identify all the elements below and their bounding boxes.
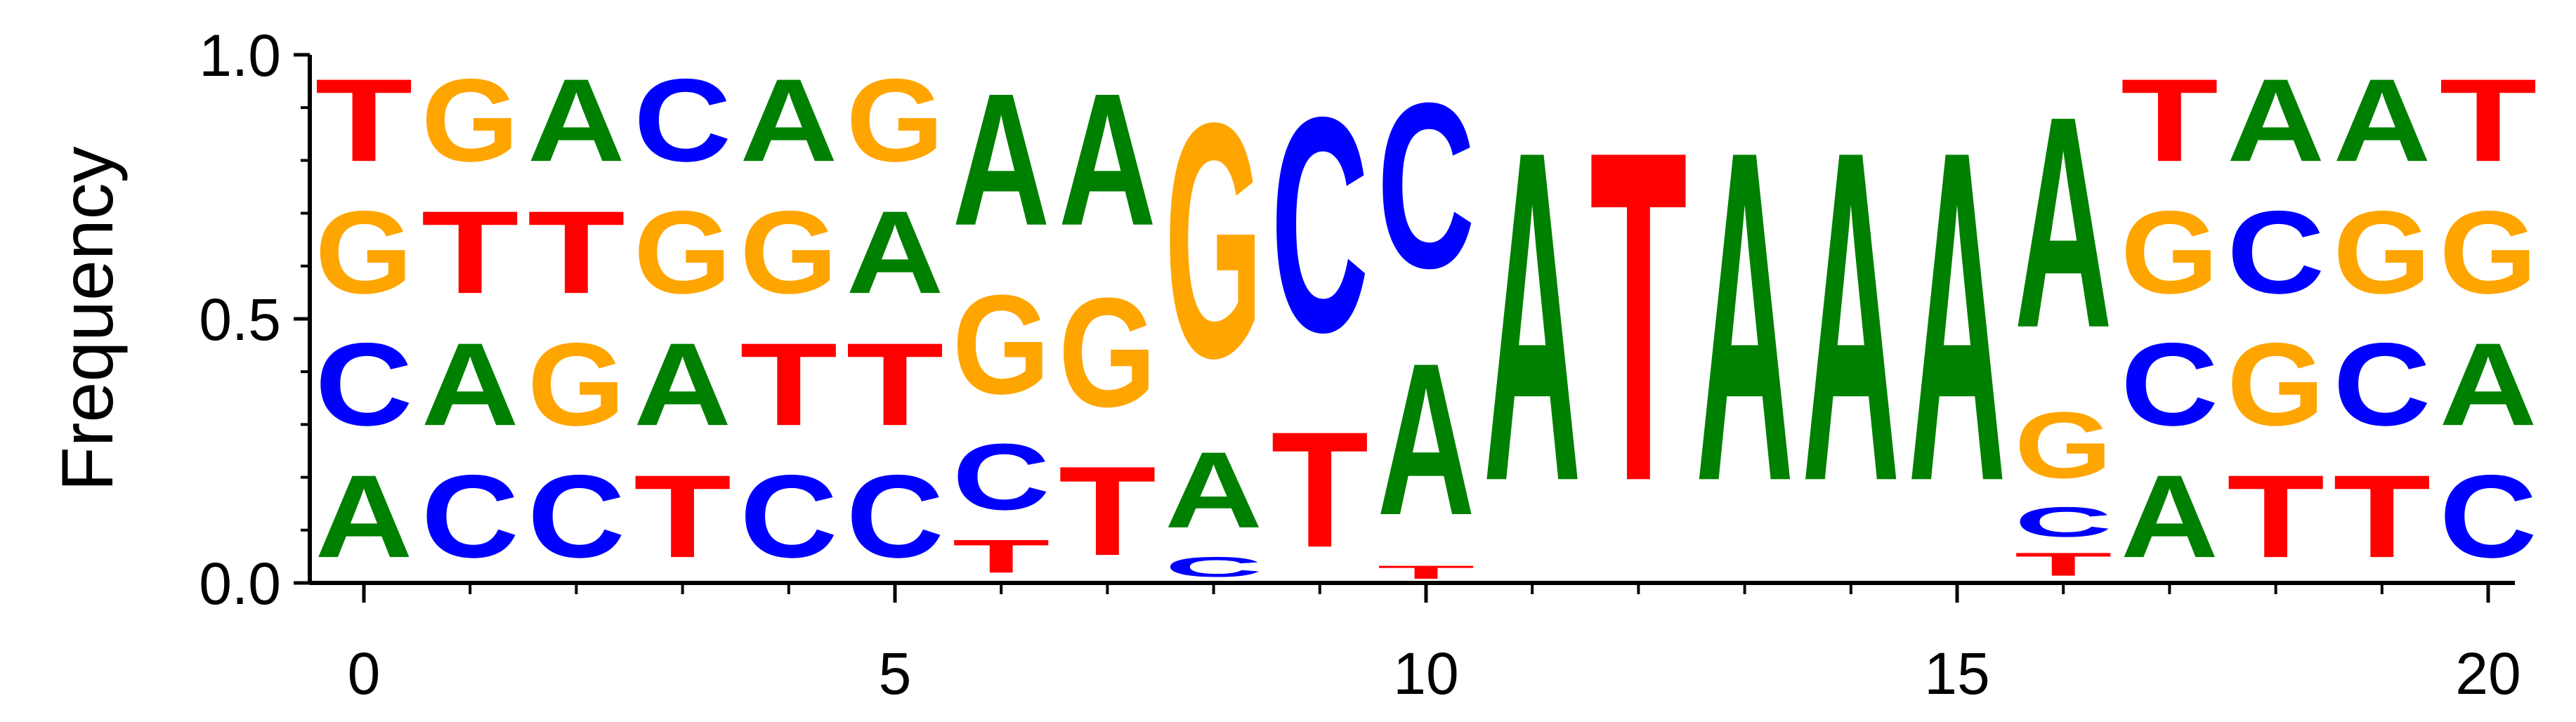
x-tick-label: 10 xyxy=(1393,641,1458,707)
letter-t-pos-4: T xyxy=(740,319,837,450)
letter-g-pos-2: G xyxy=(528,318,625,450)
letter-t-pos-5: T xyxy=(846,319,943,450)
letter-t-pos-2: T xyxy=(528,187,625,318)
letter-g-pos-17: G xyxy=(2121,186,2218,318)
y-tick-label: 0.5 xyxy=(199,287,281,353)
letter-g-pos-19: G xyxy=(2333,186,2431,318)
letter-a-pos-13: A xyxy=(1696,53,1793,579)
letter-t-pos-12: T xyxy=(1590,53,1687,580)
letter-a-pos-1: A xyxy=(421,319,519,451)
letter-t-pos-9: T xyxy=(1271,398,1368,582)
letter-t-pos-19: T xyxy=(2333,451,2431,582)
letter-g-pos-8: G xyxy=(1165,54,1262,428)
letter-c-pos-18: C xyxy=(2227,187,2325,319)
letter-a-pos-6: A xyxy=(953,53,1050,265)
letter-g-pos-20: G xyxy=(2439,186,2537,318)
letter-g-pos-6: G xyxy=(953,266,1050,424)
letter-a-pos-0: A xyxy=(315,451,412,583)
letter-a-pos-8: A xyxy=(1165,429,1262,551)
x-tick-label: 20 xyxy=(2455,641,2521,707)
letter-a-pos-7: A xyxy=(1059,53,1156,265)
letter-c-pos-3: C xyxy=(634,55,731,187)
letter-t-pos-3: T xyxy=(634,451,731,582)
letter-t-pos-10: T xyxy=(1377,562,1475,583)
letter-g-pos-3: G xyxy=(634,186,731,318)
letter-a-pos-14: A xyxy=(1802,53,1900,579)
y-tick-label: 1.0 xyxy=(199,22,281,88)
letter-a-pos-3: A xyxy=(634,319,731,451)
letter-g-pos-5: G xyxy=(846,54,943,186)
letter-c-pos-5: C xyxy=(846,451,943,583)
x-tick-label: 5 xyxy=(879,641,912,707)
letter-g-pos-1: G xyxy=(421,54,519,186)
letter-t-pos-7: T xyxy=(1059,440,1156,582)
letter-g-pos-0: G xyxy=(315,186,412,318)
letter-a-pos-11: A xyxy=(1484,53,1581,579)
y-ticks: 0.0 0.5 1.0 xyxy=(199,22,310,617)
letter-c-pos-8: C xyxy=(1165,551,1262,583)
letter-c-pos-6: C xyxy=(953,425,1050,530)
letter-g-pos-18: G xyxy=(2227,318,2325,450)
letter-a-pos-2: A xyxy=(528,55,625,187)
x-ticks: 0 5 10 15 20 xyxy=(348,583,2521,707)
letter-a-pos-18: A xyxy=(2227,55,2325,187)
letter-a-pos-19: A xyxy=(2333,55,2431,187)
x-tick-label: 0 xyxy=(348,641,381,707)
letter-a-pos-5: A xyxy=(846,187,943,319)
letter-c-pos-4: C xyxy=(740,451,837,583)
letter-a-pos-10: A xyxy=(1377,317,1475,560)
letter-c-pos-0: C xyxy=(315,319,412,451)
letter-a-pos-17: A xyxy=(2121,451,2218,583)
letter-g-pos-16: G xyxy=(2015,393,2112,498)
letter-g-pos-4: G xyxy=(740,186,837,318)
letter-c-pos-16: C xyxy=(2015,499,2112,546)
letter-c-pos-1: C xyxy=(421,451,519,583)
letter-c-pos-10: C xyxy=(1377,53,1475,317)
letter-c-pos-20: C xyxy=(2439,451,2537,583)
letter-a-pos-15: A xyxy=(1908,53,2006,579)
letter-c-pos-2: C xyxy=(528,451,625,583)
x-tick-label: 15 xyxy=(1924,641,1989,707)
letter-t-pos-16: T xyxy=(2015,546,2112,583)
letter-c-pos-19: C xyxy=(2333,319,2431,451)
y-axis-label: Frequency xyxy=(47,146,129,491)
letter-c-pos-9: C xyxy=(1271,54,1368,395)
letter-t-pos-0: T xyxy=(315,55,412,186)
letter-t-pos-6: T xyxy=(953,530,1050,582)
letter-t-pos-20: T xyxy=(2439,55,2537,186)
letter-a-pos-16: A xyxy=(2015,53,2112,390)
letter-t-pos-17: T xyxy=(2121,55,2218,186)
letter-a-pos-20: A xyxy=(2439,319,2537,451)
letter-g-pos-7: G xyxy=(1059,265,1156,440)
letter-t-pos-1: T xyxy=(421,187,519,318)
letter-a-pos-4: A xyxy=(740,55,837,187)
letter-c-pos-17: C xyxy=(2121,319,2218,451)
letter-t-pos-18: T xyxy=(2227,451,2325,582)
y-tick-label: 0.0 xyxy=(199,551,281,617)
axes: 0.0 0.5 1.0 0 5 10 15 20 xyxy=(199,22,2521,707)
